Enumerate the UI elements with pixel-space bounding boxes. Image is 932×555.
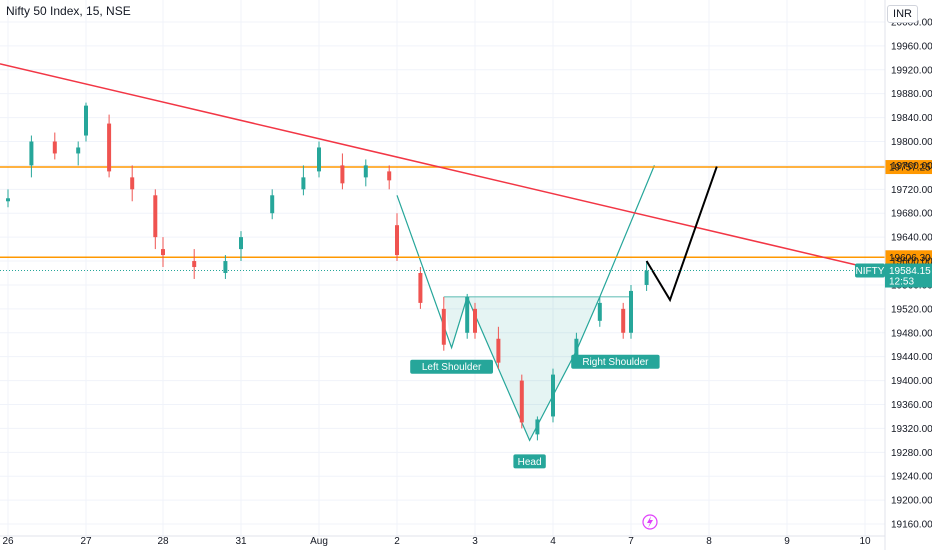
candle-body: [418, 273, 423, 303]
lightning-icon-ring: [642, 514, 658, 530]
y-tick-label: 19960.00: [891, 41, 932, 52]
candle-body: [192, 261, 197, 268]
candle-body: [223, 261, 228, 273]
level-badge: [885, 250, 932, 265]
y-tick-label: 19680.00: [891, 209, 932, 220]
annotation-box: [513, 454, 546, 469]
y-tick-label: 19920.00: [891, 65, 932, 76]
projection-line: [645, 166, 718, 303]
price-axis[interactable]: 19160.00 19200.00 19240.00 19280.00 19320.00…: [884, 0, 932, 550]
y-tick-label: 19520.00: [891, 304, 932, 315]
candle-body: [153, 195, 158, 238]
candle-body: [161, 249, 165, 256]
y-tick-label: 19800.00: [891, 137, 932, 148]
symbol-label: NIFTY: [856, 266, 885, 277]
y-tick-label: 19200.00: [891, 496, 932, 507]
x-tick-label: Aug: [310, 536, 328, 547]
level-badge: [885, 160, 932, 175]
y-tick-label: 19480.00: [891, 328, 932, 339]
y-tick-label: 19320.00: [891, 424, 932, 435]
candle-body: [130, 177, 135, 190]
candle-body: [317, 147, 321, 172]
candle-body: [644, 270, 649, 285]
candle-body: [496, 338, 501, 363]
x-tick-label: 2: [394, 536, 400, 547]
x-tick-label: 7: [628, 536, 634, 547]
candle-body: [270, 195, 275, 214]
candle-body: [301, 177, 306, 190]
candle-body: [107, 123, 112, 172]
annotation-label: Right Shoulder: [582, 357, 649, 368]
y-tick-label: 19880.00: [891, 89, 932, 100]
inverse-head-shoulders-pattern: [396, 165, 655, 442]
y-tick-label: 19280.00: [891, 448, 932, 459]
candle-body: [519, 380, 524, 423]
level-label: 19606.30: [889, 253, 931, 264]
candle-body: [621, 308, 626, 333]
candle-body: [465, 296, 470, 333]
projection-path: [645, 166, 718, 303]
lightning-icon-bolt: [647, 516, 653, 528]
countdown-label: 12:53: [889, 277, 914, 288]
time-axis[interactable]: 26 27 28 31 Aug 2 3 4 7 8 9 10: [0, 535, 885, 547]
last-price-badge: [885, 263, 932, 288]
y-tick-label: 19640.00: [891, 233, 932, 244]
y-tick-label: 19400.00: [891, 376, 932, 387]
x-tick-label: 10: [859, 536, 871, 547]
candle-body: [76, 147, 81, 154]
candle-body: [441, 308, 446, 345]
candle-body: [340, 165, 345, 184]
candle-body: [629, 290, 633, 333]
annotation-label: Left Shoulder: [422, 362, 482, 373]
y-tick-label: 19240.00: [891, 472, 932, 483]
y-tick-label: 19840.00: [891, 113, 932, 124]
candles: [6, 102, 649, 441]
grid-lines: [0, 0, 885, 536]
x-tick-label: 8: [706, 536, 712, 547]
x-tick-label: 28: [157, 536, 169, 547]
trendline: [0, 63, 866, 268]
last-price-value: 19584.15: [889, 266, 931, 277]
x-tick-label: 4: [550, 536, 556, 547]
currency-button[interactable]: INR: [887, 5, 918, 23]
candle-body: [52, 141, 57, 154]
y-tick-label: 19760.00: [891, 161, 932, 172]
y-tick-label: 19360.00: [891, 400, 932, 411]
y-tick-label: 19440.00: [891, 352, 932, 363]
pattern-annotations: Left Shoulder Head Right Shoulder: [410, 354, 660, 469]
candle-body: [239, 237, 243, 250]
level-label: 19757.25: [889, 163, 931, 174]
candle-body: [551, 374, 555, 417]
x-tick-label: 9: [784, 536, 790, 547]
y-tick-label: 19720.00: [891, 185, 932, 196]
candle-body: [395, 225, 399, 256]
annotation-label: Head: [518, 457, 542, 468]
candle-body: [6, 198, 10, 202]
symbol-badge: [855, 263, 885, 278]
y-tick-label: 19600.00: [891, 257, 932, 268]
annotation-box: [410, 359, 493, 374]
y-tick-label: 19160.00: [891, 520, 932, 531]
chart-title: Nifty 50 Index, 15, NSE: [6, 4, 131, 18]
x-tick-label: 26: [2, 536, 14, 547]
candle-body: [597, 302, 602, 321]
candle-body: [473, 308, 477, 333]
candle-body: [574, 338, 579, 357]
x-tick-label: 27: [80, 536, 92, 547]
candle-body: [363, 165, 368, 178]
annotation-box: [571, 354, 660, 369]
candle-body: [84, 105, 88, 136]
x-tick-label: 3: [472, 536, 478, 547]
candle-body: [387, 171, 392, 181]
horizontal-levels: 19757.25 19606.30: [0, 160, 932, 265]
candle-body: [29, 141, 34, 166]
x-tick-label: 31: [235, 536, 247, 547]
lightning-icon[interactable]: [642, 514, 658, 530]
candle-body: [535, 419, 540, 435]
resistance-trendline: [0, 63, 866, 268]
